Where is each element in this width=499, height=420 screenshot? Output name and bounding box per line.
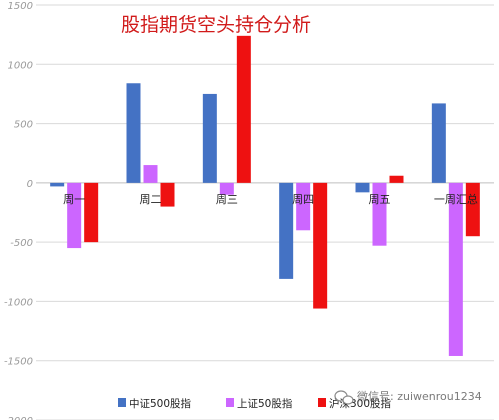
y-tick-layer: 1500 1000 500 0 -500 -1000 -1500 -2000 — [4, 1, 33, 420]
legend-swatch — [226, 398, 234, 407]
bar — [296, 182, 311, 231]
bar — [372, 182, 387, 246]
bar — [448, 182, 463, 356]
y-tick-label: -500 — [10, 238, 33, 249]
y-tick-label: 1500 — [8, 1, 33, 12]
watermark: 微信号: zuiwenrou1234 — [334, 389, 482, 405]
legend-swatch — [318, 398, 326, 407]
watermark-text: 微信号: zuiwenrou1234 — [357, 389, 482, 403]
y-tick-label: -1000 — [4, 297, 33, 308]
bar — [50, 182, 65, 187]
x-tick-layer: 周一 周二 周三 周四 周五 一周汇总 — [63, 192, 478, 206]
legend: 中证500股指 上证50股指 沪深300股指 — [118, 397, 392, 410]
bar — [279, 182, 294, 279]
bar — [389, 175, 404, 183]
x-tick-label: 周三 — [216, 193, 238, 206]
bar — [67, 182, 82, 249]
y-tick-label: 500 — [14, 120, 33, 131]
bar — [355, 182, 370, 193]
x-tick-label: 周一 — [63, 193, 85, 206]
bar — [202, 93, 217, 183]
y-tick-label: -1500 — [4, 357, 33, 368]
y-tick-label: 1000 — [8, 60, 33, 71]
bar — [313, 182, 328, 309]
x-tick-label: 周五 — [369, 193, 391, 206]
bar — [160, 182, 175, 207]
legend-swatch — [118, 398, 126, 407]
bar — [219, 182, 234, 195]
bars-layer — [50, 35, 480, 356]
bar — [236, 35, 251, 183]
y-tick-label: -2000 — [4, 416, 33, 420]
x-tick-label: 周四 — [292, 193, 314, 206]
chart-title: 股指期货空头持仓分析 — [121, 14, 311, 36]
bar — [84, 182, 99, 243]
bar — [465, 182, 480, 237]
x-tick-label: 周二 — [140, 193, 162, 206]
x-tick-label: 一周汇总 — [434, 192, 478, 206]
legend-label: 上证50股指 — [237, 397, 293, 410]
bar — [431, 103, 446, 183]
legend-label: 中证500股指 — [129, 397, 192, 410]
bar — [126, 83, 141, 183]
y-tick-label: 0 — [27, 179, 33, 190]
wechat-icon — [334, 390, 354, 405]
grid-layer — [36, 4, 494, 420]
bar — [143, 165, 158, 183]
